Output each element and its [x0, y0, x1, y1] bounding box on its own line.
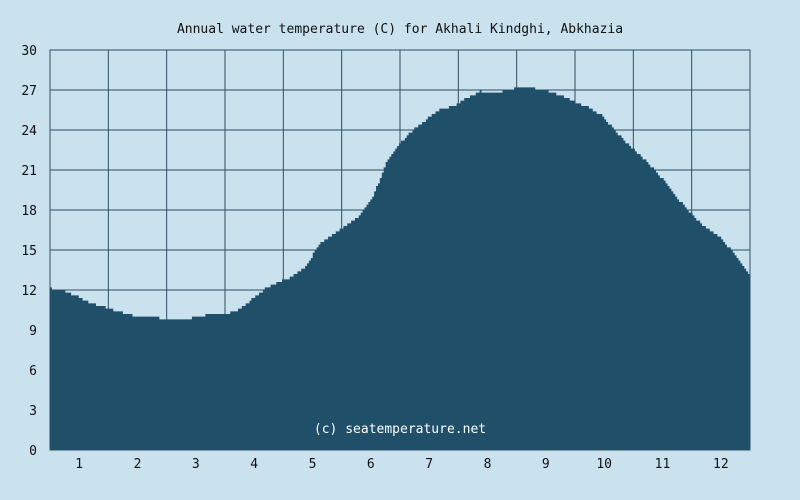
x-tick-label: 3: [192, 457, 200, 472]
y-tick-label: 24: [21, 124, 37, 139]
y-tick-label: 30: [21, 44, 37, 59]
y-tick-label: 0: [29, 444, 37, 459]
x-tick-label: 5: [309, 457, 317, 472]
y-tick-label: 18: [21, 204, 37, 219]
x-tick-label: 12: [713, 457, 729, 472]
y-tick-label: 21: [21, 164, 37, 179]
y-tick-label: 6: [29, 364, 37, 379]
x-tick-label: 11: [655, 457, 671, 472]
x-tick-label: 6: [367, 457, 375, 472]
x-tick-label: 10: [596, 457, 612, 472]
y-tick-label: 27: [21, 84, 37, 99]
x-tick-label: 7: [425, 457, 433, 472]
y-tick-label: 3: [29, 404, 37, 419]
chart-title: Annual water temperature (C) for Akhali …: [177, 22, 623, 37]
y-axis-ticks: 0 3 6 9 12 15 18 21 24 27 30: [21, 44, 37, 459]
x-tick-label: 2: [134, 457, 142, 472]
plot-frame: [49, 49, 751, 451]
y-tick-label: 9: [29, 324, 37, 339]
x-tick-label: 8: [484, 457, 492, 472]
x-tick-label: 9: [542, 457, 550, 472]
x-axis-ticks: 1 2 3 4 5 6 7 8 9 10 11 12: [75, 457, 728, 472]
temperature-area: [50, 87, 750, 450]
y-tick-label: 15: [21, 244, 37, 259]
y-tick-label: 12: [21, 284, 37, 299]
x-tick-label: 4: [250, 457, 258, 472]
watermark: (c) seatemperature.net: [314, 422, 486, 437]
x-tick-label: 1: [75, 457, 83, 472]
